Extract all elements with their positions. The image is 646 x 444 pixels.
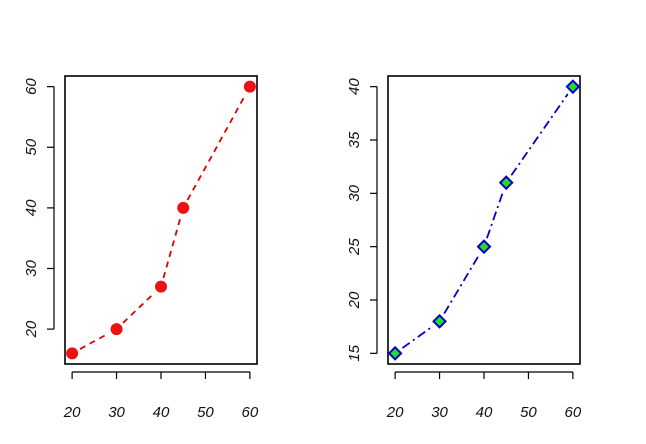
right-y-tick-label: 40 xyxy=(346,78,363,95)
right-data-point xyxy=(432,313,447,329)
right-x-tick-label: 30 xyxy=(431,404,448,421)
left-plot-panel: 20 30 40 50 60 20 30 40 50 60 xyxy=(23,75,259,421)
right-data-point xyxy=(565,79,581,95)
right-data-point xyxy=(387,345,403,361)
left-x-axis: 20 30 40 50 60 xyxy=(63,371,259,421)
right-y-axis: 15 20 25 30 35 40 xyxy=(346,78,378,362)
right-plot-frame xyxy=(387,75,581,365)
right-x-tick-label: 50 xyxy=(520,404,537,421)
left-data-point xyxy=(66,347,79,360)
right-y-tick-label: 15 xyxy=(346,344,363,361)
left-data-point xyxy=(243,80,256,93)
left-x-tick-label: 40 xyxy=(153,404,170,421)
left-series-line-segment xyxy=(186,94,247,201)
right-plot-panel: 20 30 40 50 60 15 20 25 30 35 40 xyxy=(346,75,582,421)
left-x-tick-label: 30 xyxy=(108,404,125,421)
right-y-tick-label: 25 xyxy=(346,238,363,256)
left-series-line-segment xyxy=(162,216,182,279)
left-x-tick-label: 60 xyxy=(242,404,259,421)
right-series-line-segment xyxy=(486,190,505,239)
left-y-axis: 20 30 40 50 60 xyxy=(23,78,55,338)
right-x-tick-label: 40 xyxy=(476,404,493,421)
right-data-point xyxy=(476,239,492,255)
left-y-tick-label: 30 xyxy=(23,259,40,276)
left-series-line-segment xyxy=(122,292,156,324)
right-data-point xyxy=(498,175,514,191)
left-x-tick-label: 20 xyxy=(63,404,81,421)
left-plot-frame xyxy=(64,75,258,365)
right-y-tick-label: 20 xyxy=(346,291,363,309)
left-data-point xyxy=(110,323,123,336)
left-y-tick-label: 40 xyxy=(23,199,40,216)
right-x-axis: 20 30 40 50 60 xyxy=(386,371,582,421)
right-y-tick-label: 35 xyxy=(346,131,363,148)
left-data-point xyxy=(177,201,190,214)
right-x-tick-label: 20 xyxy=(386,404,404,421)
right-series-line-segment xyxy=(443,253,481,315)
right-series-line-segment xyxy=(401,325,433,349)
left-data-point xyxy=(155,280,167,293)
left-series-line-segment xyxy=(79,332,110,350)
right-y-tick-label: 30 xyxy=(346,184,363,201)
left-y-tick-label: 60 xyxy=(23,78,40,95)
right-x-tick-label: 60 xyxy=(565,404,582,421)
left-y-tick-label: 20 xyxy=(23,320,40,338)
left-x-tick-label: 50 xyxy=(197,404,214,421)
left-y-tick-label: 50 xyxy=(23,138,40,155)
right-series-line-segment xyxy=(510,93,569,176)
